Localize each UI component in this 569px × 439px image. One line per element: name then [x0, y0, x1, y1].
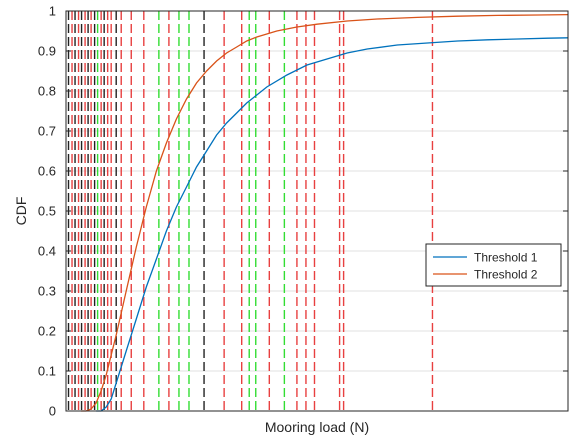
- vertical-marker-lines: [67, 11, 434, 411]
- y-tick-label: 1: [49, 4, 56, 19]
- y-tick-label: 0.6: [38, 164, 56, 179]
- series-line: [96, 37, 569, 412]
- legend-label: Threshold 2: [474, 268, 538, 282]
- y-axis-label: CDF: [13, 197, 29, 226]
- y-tick-label: 0.1: [38, 364, 56, 379]
- x-axis-label: Mooring load (N): [265, 419, 369, 435]
- y-tick-label: 0.4: [38, 244, 56, 259]
- y-tick-label: 0.7: [38, 124, 56, 139]
- y-tick-label: 0.5: [38, 204, 56, 219]
- legend-box: [425, 243, 562, 287]
- series-lines: [81, 13, 569, 412]
- y-tick-label: 0.8: [38, 84, 56, 99]
- y-tick-label: 0: [49, 404, 56, 419]
- y-tick-label: 0.3: [38, 284, 56, 299]
- legend-label: Threshold 1: [474, 251, 538, 265]
- y-tick-label: 0.2: [38, 324, 56, 339]
- series-line: [81, 13, 569, 412]
- y-tick-label: 0.9: [38, 44, 56, 59]
- grid-lines: [66, 10, 568, 412]
- legend: Threshold 1 Threshold 2: [425, 243, 562, 287]
- y-axis-ticks: 0 0.1 0.2 0.3 0.4 0.5 0.6 0.7 0.8 0.9 1: [38, 4, 568, 419]
